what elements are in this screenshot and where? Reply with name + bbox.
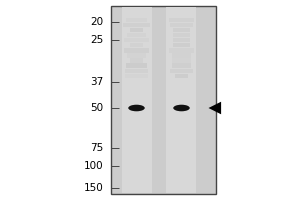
Bar [169,48,194,53]
Bar [122,7,152,193]
Text: 25: 25 [90,35,104,45]
Bar [173,38,190,42]
Bar [130,28,143,32]
Bar [170,69,193,73]
Text: 50: 50 [90,103,104,113]
Bar [130,58,143,63]
Text: 150: 150 [84,183,103,193]
Bar [172,63,191,68]
Bar [127,33,146,37]
Text: 20: 20 [90,17,104,27]
Text: 37: 37 [90,77,104,87]
Bar [175,74,188,78]
Bar [111,6,216,194]
Bar [170,23,193,27]
Bar [173,33,190,37]
Text: 100: 100 [84,161,104,171]
Bar [173,43,190,47]
Bar [173,28,190,32]
Bar [169,18,194,22]
Bar [127,53,146,58]
Bar [125,74,148,78]
Bar [167,7,197,193]
Bar [123,23,150,27]
Ellipse shape [128,105,145,111]
Bar [124,48,148,53]
Text: 75: 75 [90,143,104,153]
Bar [126,18,147,22]
Bar [125,69,148,73]
Bar [124,38,149,42]
Polygon shape [208,102,221,114]
Bar [172,58,191,63]
Bar [172,53,191,58]
Bar [127,63,146,68]
Ellipse shape [173,105,190,111]
Bar [130,43,143,47]
